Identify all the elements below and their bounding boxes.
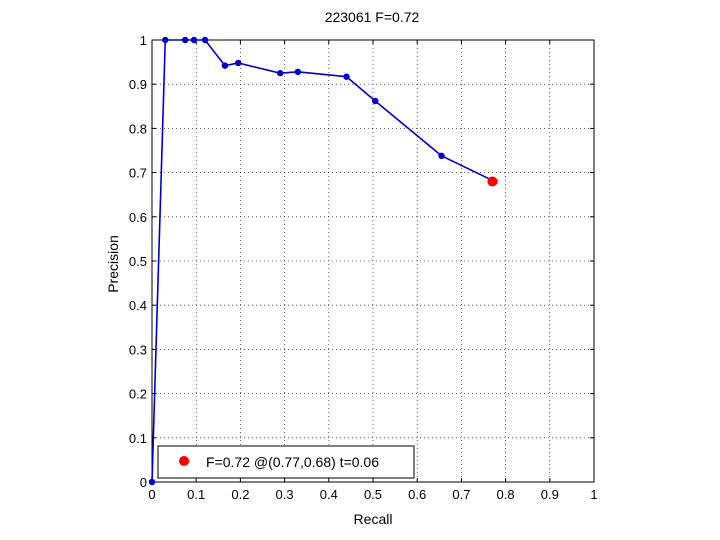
y-tick-label: 0.8 bbox=[129, 121, 147, 136]
data-point bbox=[294, 68, 302, 76]
x-tick-label: 0.1 bbox=[187, 487, 205, 502]
data-point bbox=[372, 97, 379, 105]
y-tick-label: 0.3 bbox=[129, 342, 147, 357]
data-point bbox=[190, 36, 198, 44]
y-tick-label: 0 bbox=[140, 475, 147, 490]
data-point bbox=[234, 59, 242, 67]
best-f-point bbox=[487, 176, 498, 187]
y-tick-label: 0.9 bbox=[129, 77, 147, 92]
y-tick-label: 1 bbox=[140, 33, 147, 48]
y-tick-label: 0.5 bbox=[129, 254, 147, 269]
series-layer bbox=[148, 36, 498, 486]
x-tick-label: 0.8 bbox=[497, 487, 515, 502]
legend-marker bbox=[179, 456, 189, 466]
legend-box bbox=[157, 445, 415, 479]
x-tick-label: 0.9 bbox=[541, 487, 559, 502]
y-tick-label: 0.1 bbox=[129, 431, 147, 446]
data-point bbox=[181, 36, 189, 44]
y-tick-labels: 0 0.1 0.2 0.3 0.4 0.5 0.6 0.7 0.8 0.9 1 bbox=[129, 33, 147, 490]
y-tick-label: 0.4 bbox=[129, 298, 147, 313]
x-tick-label: 0.6 bbox=[408, 487, 426, 502]
x-tick-label: 0.5 bbox=[364, 487, 382, 502]
data-point bbox=[148, 478, 156, 486]
x-tick-label: 0.4 bbox=[320, 487, 338, 502]
legend-entry-label: F=0.72 @(0.77,0.68) t=0.06 bbox=[206, 454, 379, 470]
y-tick-label: 0.6 bbox=[129, 210, 147, 225]
data-point bbox=[201, 36, 209, 44]
plot-area: F=0.72 @(0.77,0.68) t=0.06 bbox=[148, 36, 595, 486]
chart-title: 223061 F=0.72 bbox=[325, 9, 420, 25]
x-tick-labels: 0 0.1 0.2 0.3 0.4 0.5 0.6 0.7 0.8 0.9 1 bbox=[148, 487, 597, 502]
data-point bbox=[276, 69, 284, 77]
x-tick-label: 0.3 bbox=[276, 487, 294, 502]
x-tick-label: 0.7 bbox=[452, 487, 470, 502]
y-axis-title: Precision bbox=[105, 235, 121, 293]
x-tick-label: 0 bbox=[148, 487, 155, 502]
x-tick-label: 0.2 bbox=[231, 487, 249, 502]
data-point bbox=[343, 73, 350, 80]
data-point bbox=[221, 62, 229, 69]
y-tick-label: 0.2 bbox=[129, 387, 147, 402]
x-axis-title: Recall bbox=[354, 511, 393, 527]
data-point bbox=[162, 36, 169, 44]
grid-lines bbox=[152, 40, 594, 482]
y-tick-label: 0.7 bbox=[129, 166, 147, 181]
x-tick-label: 1 bbox=[590, 487, 597, 502]
legend: F=0.72 @(0.77,0.68) t=0.06 bbox=[157, 445, 415, 479]
data-point bbox=[438, 152, 445, 160]
